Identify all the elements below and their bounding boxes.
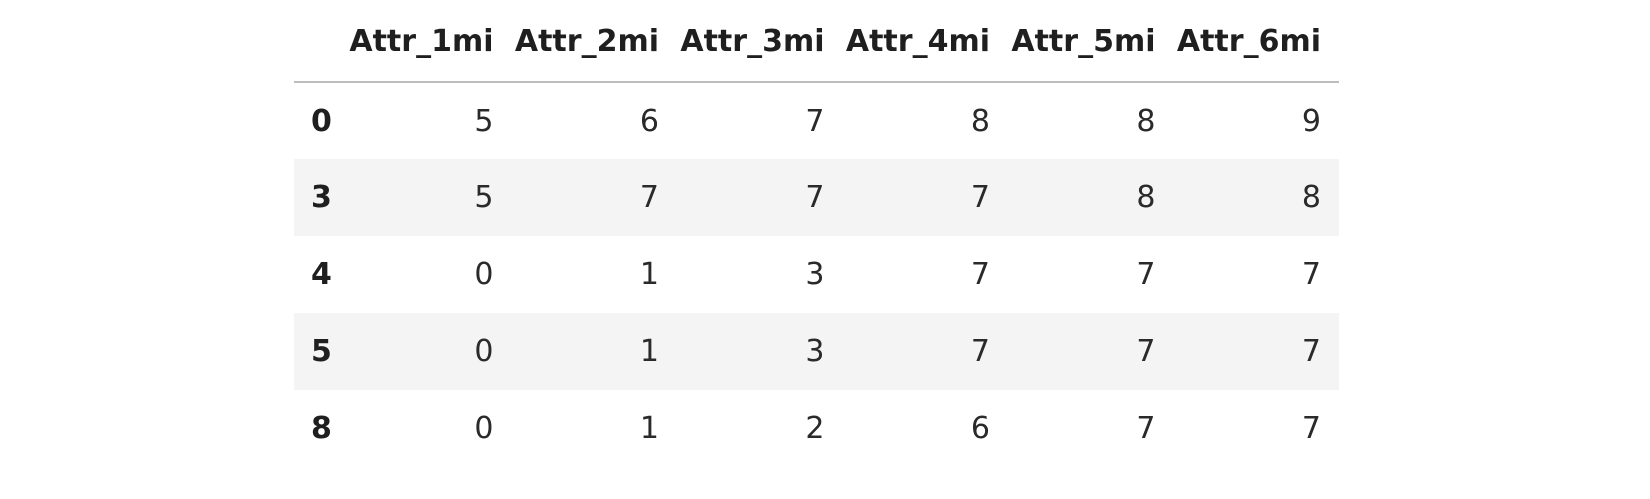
table-cell: 8 bbox=[1301, 180, 1321, 215]
table-cell: 7 bbox=[639, 180, 659, 215]
column-header: Attr_4mi bbox=[842, 6, 1008, 83]
row-index: 8 bbox=[311, 411, 332, 446]
row-index: 0 bbox=[311, 103, 332, 139]
table-cell: 7 bbox=[1136, 411, 1156, 446]
table-row: 5 0 1 3 7 7 7 bbox=[294, 313, 1339, 390]
table-cell: 1 bbox=[639, 257, 659, 292]
table-cell: 2 bbox=[805, 411, 825, 446]
table-cell: 5 bbox=[474, 180, 494, 215]
table-row: 3 5 7 7 7 8 8 bbox=[294, 159, 1339, 236]
column-header: Attr_5mi bbox=[1008, 6, 1174, 83]
table-row: 0 5 6 7 8 8 9 bbox=[294, 82, 1339, 159]
table-cell: 7 bbox=[805, 180, 825, 215]
table-cell: 7 bbox=[1136, 334, 1156, 369]
row-index: 3 bbox=[311, 180, 332, 215]
table-cell: 8 bbox=[1136, 180, 1156, 215]
table-cell: 7 bbox=[970, 180, 990, 215]
table-row: 4 0 1 3 7 7 7 bbox=[294, 236, 1339, 313]
table-cell: 5 bbox=[474, 103, 494, 139]
table-cell: 7 bbox=[1136, 257, 1156, 292]
table-cell: 7 bbox=[970, 257, 990, 292]
table-cell: 7 bbox=[1301, 257, 1321, 292]
table-row: 8 0 1 2 6 7 7 bbox=[294, 390, 1339, 467]
row-index: 4 bbox=[311, 257, 332, 292]
header-row: Attr_1mi Attr_2mi Attr_3mi Attr_4mi Attr… bbox=[294, 6, 1339, 83]
table-cell: 7 bbox=[1301, 334, 1321, 369]
table-cell: 7 bbox=[805, 103, 825, 139]
row-index: 5 bbox=[311, 334, 332, 369]
table-cell: 0 bbox=[474, 411, 494, 446]
table-cell: 1 bbox=[639, 411, 659, 446]
table-header: Attr_1mi Attr_2mi Attr_3mi Attr_4mi Attr… bbox=[294, 6, 1339, 83]
column-header: Attr_3mi bbox=[677, 6, 843, 83]
table-cell: 8 bbox=[970, 103, 990, 139]
table-body: 0 5 6 7 8 8 9 3 5 7 7 7 8 8 4 0 1 3 7 7 … bbox=[294, 82, 1339, 467]
table-cell: 6 bbox=[970, 411, 990, 446]
index-header bbox=[294, 6, 346, 83]
table-cell: 0 bbox=[474, 334, 494, 369]
table-cell: 6 bbox=[639, 103, 659, 139]
table-cell: 9 bbox=[1301, 103, 1321, 139]
column-header: Attr_6mi bbox=[1173, 6, 1339, 83]
column-header: Attr_1mi bbox=[346, 6, 512, 83]
table-cell: 7 bbox=[970, 334, 990, 369]
table-cell: 8 bbox=[1136, 103, 1156, 139]
table-cell: 3 bbox=[805, 334, 825, 369]
table-cell: 0 bbox=[474, 257, 494, 292]
table-cell: 1 bbox=[639, 334, 659, 369]
table-cell: 7 bbox=[1301, 411, 1321, 446]
dataframe-table: Attr_1mi Attr_2mi Attr_3mi Attr_4mi Attr… bbox=[294, 6, 1339, 467]
column-header: Attr_2mi bbox=[511, 6, 677, 83]
table-cell: 3 bbox=[805, 257, 825, 292]
